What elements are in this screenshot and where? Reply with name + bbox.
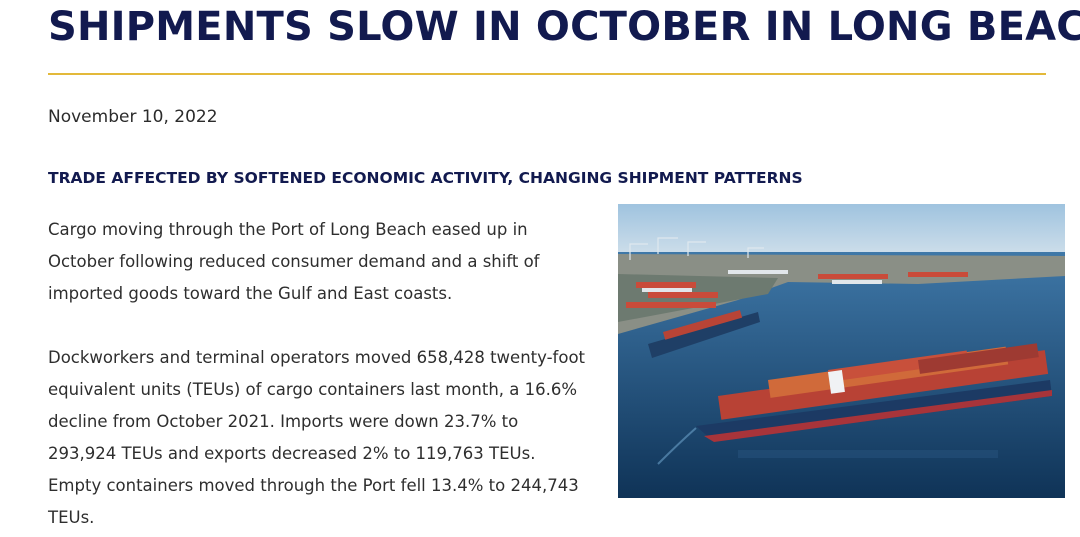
article-paragraph-1: Cargo moving through the Port of Long Be…	[48, 220, 540, 303]
article-subheadline: TRADE AFFECTED BY SOFTENED ECONOMIC ACTI…	[48, 169, 803, 187]
cargo-ship-port-photo	[618, 204, 1065, 498]
article-paragraph-2: Dockworkers and terminal operators moved…	[48, 348, 586, 527]
headline-divider	[48, 73, 1046, 75]
publish-date: November 10, 2022	[48, 107, 218, 127]
article-headline: SHIPMENTS SLOW IN OCTOBER IN LONG BEACH	[48, 4, 1080, 50]
